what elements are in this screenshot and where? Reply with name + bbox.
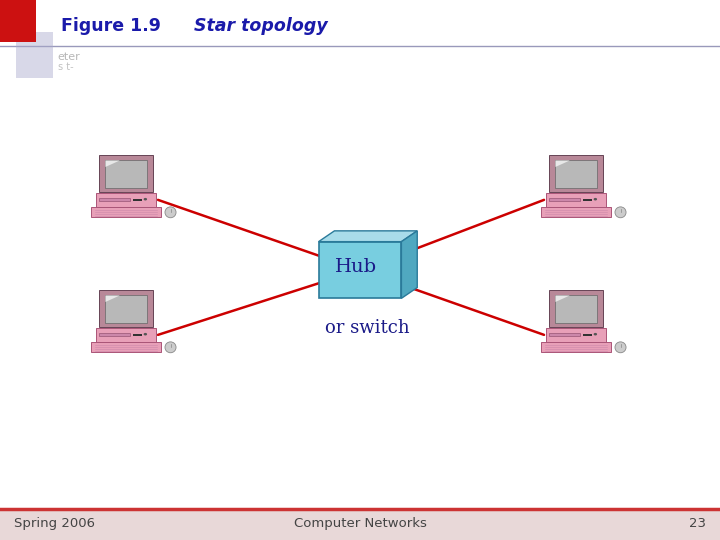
Polygon shape [105,160,120,167]
Bar [99,155,153,192]
Polygon shape [402,231,418,298]
Bar [99,198,130,201]
Bar [546,328,606,342]
Bar [546,193,606,207]
Bar [133,334,143,335]
Bar [572,327,580,338]
Ellipse shape [165,342,176,353]
Text: or switch: or switch [325,319,410,337]
Text: 23: 23 [688,517,706,530]
Ellipse shape [615,342,626,353]
Text: Computer Networks: Computer Networks [294,517,426,530]
Circle shape [143,198,147,200]
Polygon shape [319,231,418,241]
Text: s t-: s t- [58,62,73,72]
Bar [549,333,580,336]
Text: Figure 1.9: Figure 1.9 [61,17,161,36]
Ellipse shape [165,207,176,218]
Bar [319,241,402,298]
Bar [105,160,147,188]
Bar [99,290,153,327]
Polygon shape [555,295,570,302]
Bar [16,32,53,78]
Bar [549,155,603,192]
Bar [549,290,603,327]
Bar [572,192,580,202]
Bar [96,193,156,207]
Bar [541,207,611,217]
Text: Star topology: Star topology [176,17,328,36]
Bar [91,342,161,352]
Bar [583,334,593,335]
Text: Spring 2006: Spring 2006 [14,517,95,530]
Circle shape [593,198,597,200]
Bar [555,160,597,188]
Bar [555,295,597,323]
Bar [0,0,36,42]
Bar [105,295,147,323]
Bar [122,192,130,202]
Bar [549,198,580,201]
Bar [0,509,720,540]
Bar [96,328,156,342]
Bar [91,207,161,217]
Text: Hub: Hub [335,258,377,276]
Bar [583,199,593,200]
Text: eter: eter [58,52,81,62]
Polygon shape [555,160,570,167]
Bar [122,327,130,338]
Bar [99,333,130,336]
Bar [541,342,611,352]
Ellipse shape [615,207,626,218]
Bar [133,199,143,200]
Circle shape [593,333,597,335]
Circle shape [143,333,147,335]
Polygon shape [105,295,120,302]
